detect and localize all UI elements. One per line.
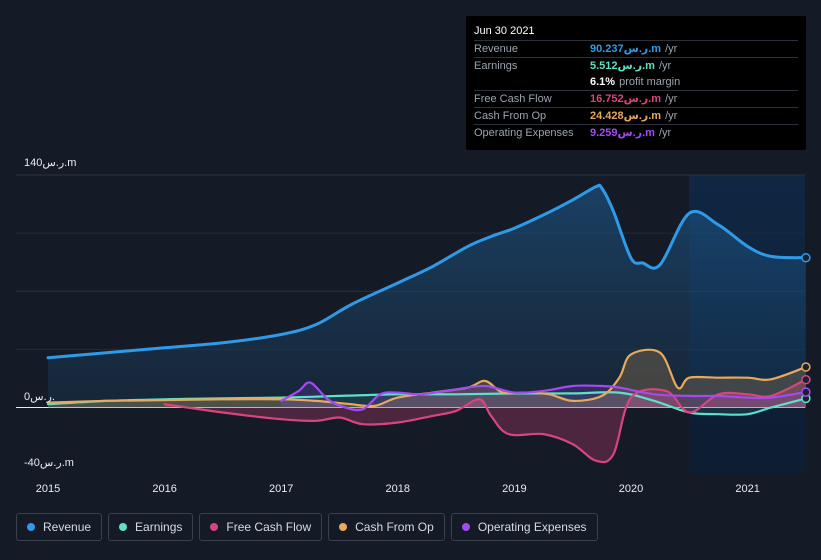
tooltip-row: Operating Expenses 9.259ر.س.m/yr [474, 124, 798, 141]
tooltip-row-label: Revenue [474, 43, 519, 55]
legend: Revenue Earnings Free Cash Flow Cash From O… [16, 513, 598, 541]
legend-item-revenue[interactable]: Revenue [16, 513, 103, 541]
tooltip-row-value: 24.428ر.س.m [590, 110, 662, 122]
tooltip-row-label [474, 74, 590, 90]
legend-dot-icon [27, 523, 35, 531]
legend-item-operating-expenses[interactable]: Operating Expenses [450, 513, 598, 541]
axis-labels: 140ر.س.m 0ر.س. -40ر.س.m 2015 2016 2017 2018… [24, 157, 760, 495]
tooltip-row: Free Cash Flow 16.752ر.س.m/yr [474, 90, 798, 107]
operating-expenses-area [281, 382, 806, 411]
tooltip-row-unit: /yr [658, 60, 672, 72]
legend-label: Cash From Op [355, 520, 434, 534]
legend-dot-icon [210, 523, 219, 531]
legend-item-free-cash-flow[interactable]: Free Cash Flow [199, 513, 323, 541]
tooltip-row-unit: /yr [665, 93, 678, 105]
series-end-markers [801, 252, 811, 404]
x-tick-label: 2017 [269, 483, 293, 495]
x-tick-label: 2020 [619, 483, 643, 495]
revenue-area [48, 185, 806, 408]
legend-dot-icon [119, 523, 128, 531]
tooltip-row: Revenue 90.237ر.س.m/yr [474, 40, 798, 57]
tooltip-row: 6.1% profit margin [474, 74, 798, 90]
earnings-area [48, 392, 806, 415]
tooltip-row-value: 90.237ر.س.m [590, 43, 662, 55]
tooltip-row: Cash From Op 24.428ر.س.m/yr [474, 107, 798, 124]
y-tick-label: -40ر.س.m [24, 457, 74, 469]
free-cash-flow-line [163, 378, 807, 464]
legend-label: Free Cash Flow [226, 520, 312, 534]
legend-dot-icon [339, 523, 348, 531]
legend-item-cash-from-op[interactable]: Cash From Op [328, 513, 445, 541]
x-tick-label: 2018 [386, 483, 410, 495]
tooltip-row-label: Operating Expenses [474, 127, 574, 139]
tooltip-row-unit: /yr [665, 110, 678, 122]
x-tick-label: 2021 [735, 483, 759, 495]
tooltip-row-value: 5.512ر.س.m [590, 60, 655, 72]
tooltip-row-value: 9.259ر.س.m [590, 127, 655, 139]
tooltip-row-value: 6.1% [590, 76, 616, 88]
tooltip-date: Jun 30 2021 [474, 25, 535, 37]
revenue-line [46, 183, 808, 360]
tooltip-row-unit: /yr [665, 43, 678, 55]
y-tick-label: 0ر.س. [24, 391, 55, 403]
legend-label: Revenue [43, 520, 92, 534]
operating-expenses-end-marker [801, 387, 811, 397]
x-tick-label: 2015 [36, 483, 60, 495]
series-lines [46, 183, 808, 464]
revenue-end-marker [801, 252, 811, 263]
tooltip-row-label: Earnings [474, 60, 518, 72]
tooltip-row: Earnings 5.512ر.س.m/yr [474, 57, 798, 74]
tooltip-panel: Jun 30 2021 Revenue 90.237ر.س.m/yr Earning… [466, 16, 806, 150]
tooltip-row-label: Cash From Op [474, 110, 547, 122]
y-tick-label: 140ر.س.m [24, 157, 76, 169]
tooltip-row-label: Free Cash Flow [474, 93, 552, 105]
cash-from-op-end-marker [801, 362, 811, 372]
operating-expenses-line [280, 381, 807, 412]
legend-item-earnings[interactable]: Earnings [108, 513, 194, 541]
tooltip-row-unit: /yr [658, 127, 672, 139]
tooltip-row-value: 16.752ر.س.m [590, 93, 662, 105]
free-cash-flow-end-marker [801, 374, 811, 385]
tooltip-rows: Revenue 90.237ر.س.m/yr Earnings 5.512ر.س.m /… [474, 40, 798, 141]
x-tick-label: 2019 [502, 483, 526, 495]
legend-label: Operating Expenses [477, 520, 587, 534]
free-cash-flow-area [164, 379, 806, 463]
legend-dot-icon [461, 523, 470, 531]
x-tick-label: 2016 [152, 483, 176, 495]
legend-label: Earnings [135, 520, 183, 534]
tooltip-row-unit: profit margin [619, 76, 681, 88]
